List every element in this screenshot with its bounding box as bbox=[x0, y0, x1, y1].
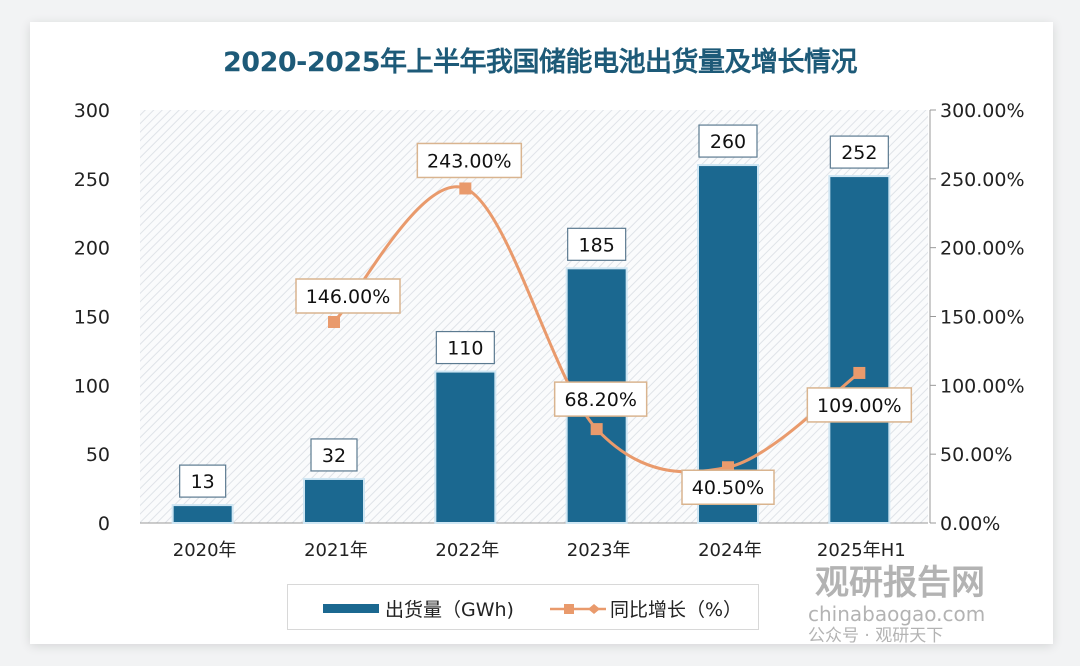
legend: 出货量（GWh) 同比增长（%） bbox=[287, 584, 759, 630]
bar-data-label: 185 bbox=[579, 234, 615, 256]
chart-title: 2020-2025年上半年我国储能电池出货量及增长情况 bbox=[223, 47, 858, 78]
legend-item-shipments: 出货量（GWh) bbox=[323, 595, 514, 622]
y-left-tick-label: 50 bbox=[86, 444, 110, 466]
watermark-brand: 观研报告网 bbox=[815, 563, 985, 603]
bar-data-label-box bbox=[310, 438, 358, 472]
bar bbox=[303, 477, 365, 524]
bar bbox=[434, 370, 497, 525]
growth-data-label: 146.00% bbox=[306, 286, 391, 308]
y-right-tick-label: 200.00% bbox=[940, 238, 1025, 260]
y-left-tick-label: 100 bbox=[74, 375, 110, 397]
growth-data-label: 68.20% bbox=[564, 389, 636, 411]
growth-data-label: 40.50% bbox=[692, 477, 764, 499]
y-left-tick-label: 250 bbox=[74, 169, 110, 191]
x-tick-label: 2022年 bbox=[435, 540, 499, 561]
y-right-tick-label: 50.00% bbox=[940, 444, 1012, 466]
y-left-tick-label: 0 bbox=[98, 513, 110, 535]
watermark-url: chinabaogao.com bbox=[808, 602, 986, 626]
growth-data-label-box bbox=[416, 142, 523, 179]
x-tick-label: 2021年 bbox=[304, 540, 368, 561]
y-right-tick-label: 0.00% bbox=[940, 513, 1000, 535]
bar-data-label-box bbox=[435, 330, 495, 365]
x-tick-label: 2024年 bbox=[698, 540, 762, 561]
bar-data-label-box bbox=[567, 227, 627, 261]
growth-data-label-box bbox=[681, 469, 775, 505]
y-right-tick-label: 150.00% bbox=[940, 307, 1025, 329]
y-left-tick-label: 200 bbox=[74, 238, 110, 260]
legend-label: 出货量（GWh) bbox=[385, 599, 514, 621]
y-left-tick-label: 300 bbox=[74, 100, 110, 122]
growth-marker bbox=[590, 423, 603, 436]
growth-data-label: 243.00% bbox=[427, 150, 512, 172]
growth-marker bbox=[853, 366, 866, 379]
bar-data-label: 32 bbox=[322, 445, 346, 467]
legend-item-growth: 同比增长（%） bbox=[550, 595, 742, 622]
bar-data-label: 252 bbox=[841, 142, 877, 164]
bar-data-label-box bbox=[698, 124, 758, 158]
x-tick-label: 2025年H1 bbox=[817, 540, 906, 561]
growth-data-label-box bbox=[553, 381, 648, 417]
y-right-tick-label: 300.00% bbox=[940, 100, 1025, 122]
y-left-tick-label: 150 bbox=[74, 307, 110, 329]
bar bbox=[828, 175, 891, 525]
growth-data-label: 109.00% bbox=[817, 395, 902, 417]
plot-area bbox=[140, 110, 928, 523]
bar-data-label: 13 bbox=[191, 471, 215, 493]
bar bbox=[171, 504, 234, 524]
bar-data-label: 110 bbox=[447, 338, 483, 360]
watermark-wechat: 公众号 · 观研天下 bbox=[808, 626, 944, 646]
y-right-tick-label: 250.00% bbox=[940, 169, 1025, 191]
growth-marker bbox=[328, 316, 340, 329]
legend-swatch-bar bbox=[323, 604, 379, 613]
legend-label: 同比增长（%） bbox=[610, 599, 743, 621]
bar-data-label-box bbox=[829, 135, 889, 169]
growth-marker bbox=[459, 182, 472, 195]
legend-swatch-line bbox=[550, 603, 606, 614]
bar-data-label-box bbox=[179, 464, 227, 498]
growth-data-label-box bbox=[295, 278, 401, 314]
growth-data-label-box bbox=[806, 387, 913, 423]
y-right-tick-label: 100.00% bbox=[940, 375, 1025, 397]
x-tick-label: 2023年 bbox=[567, 540, 631, 561]
bar-data-label: 260 bbox=[710, 131, 746, 153]
x-tick-label: 2020年 bbox=[173, 540, 237, 561]
